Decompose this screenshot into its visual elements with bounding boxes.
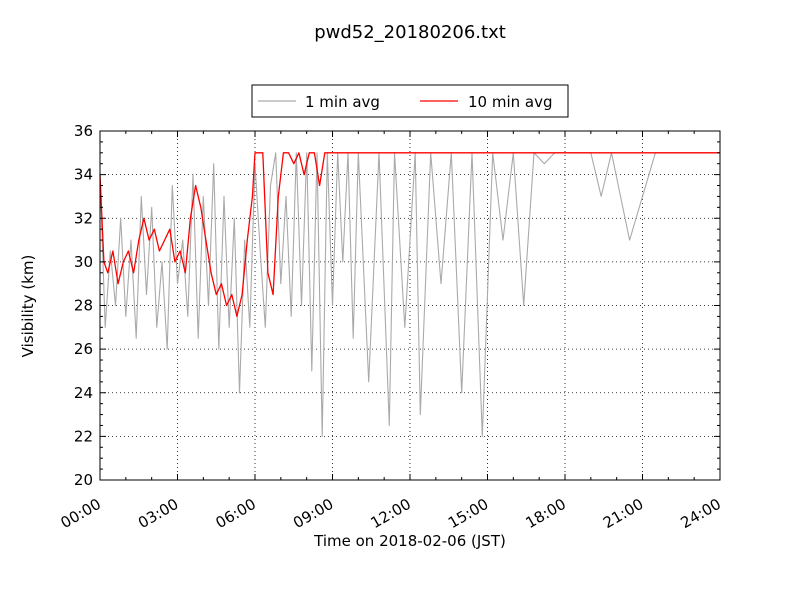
legend-box <box>251 84 569 118</box>
x-tick-label: 00:00 <box>58 495 104 532</box>
x-tick-label: 06:00 <box>213 495 259 532</box>
y-tick-label: 20 <box>74 471 93 489</box>
series-layer <box>99 152 720 437</box>
legend-label-1min: 1 min avg <box>305 93 380 111</box>
grid <box>100 131 720 480</box>
y-tick-label: 34 <box>74 166 93 184</box>
y-tick-label: 36 <box>74 122 93 140</box>
chart-title: pwd52_20180206.txt <box>314 22 506 43</box>
x-tick-label: 03:00 <box>135 495 181 532</box>
x-tick-label: 21:00 <box>600 495 646 532</box>
x-tick-label: 09:00 <box>290 495 336 532</box>
x-axis-label: Time on 2018-02-06 (JST) <box>313 532 506 550</box>
x-tick-label: 24:00 <box>678 495 724 532</box>
y-axis-label: Visibility (km) <box>19 255 37 358</box>
y-tick-label: 32 <box>74 209 93 227</box>
legend-label-10min: 10 min avg <box>468 93 553 111</box>
x-tick-label: 18:00 <box>523 495 569 532</box>
y-tick-label: 22 <box>74 427 93 445</box>
x-tick-label: 15:00 <box>445 495 491 532</box>
y-tick-label: 26 <box>74 340 93 358</box>
series-line-1min <box>99 152 720 437</box>
legend: 1 min avg 10 min avg <box>251 84 569 118</box>
x-tick-label: 12:00 <box>368 495 414 532</box>
series-line-10min <box>99 152 720 318</box>
y-tick-label: 30 <box>74 253 93 271</box>
y-tick-label: 24 <box>74 384 93 402</box>
y-tick-label: 28 <box>74 297 93 315</box>
